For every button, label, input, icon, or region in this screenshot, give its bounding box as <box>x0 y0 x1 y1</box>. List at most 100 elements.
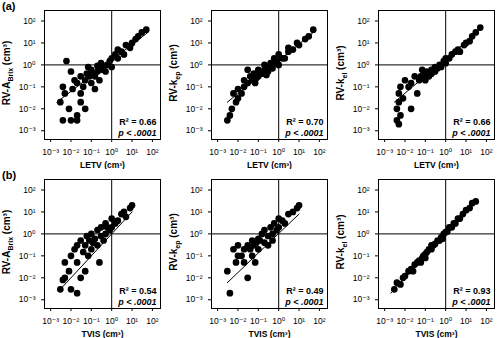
svg-text:10¹: 10¹ <box>460 147 472 157</box>
html-text:(b): (b) <box>2 169 16 181</box>
svg-text:10⁻¹: 10⁻¹ <box>186 82 203 92</box>
svg-text:10⁻³: 10⁻³ <box>353 125 370 135</box>
svg-text:10⁻¹: 10⁻¹ <box>19 82 36 92</box>
svg-text:p < .0001: p < .0001 <box>284 297 323 307</box>
svg-text:10⁻²: 10⁻² <box>63 316 80 326</box>
svg-text:10⁻¹: 10⁻¹ <box>417 316 434 326</box>
svg-text:p < .0001: p < .0001 <box>284 128 323 138</box>
svg-text:10⁻²: 10⁻² <box>230 147 247 157</box>
svg-text:10⁻³: 10⁻³ <box>209 316 226 326</box>
svg-text:LETV (cm³): LETV (cm³) <box>247 160 292 170</box>
svg-text:p < .0001: p < .0001 <box>451 128 490 138</box>
svg-text:R² = 0.70: R² = 0.70 <box>286 117 323 127</box>
svg-text:R² = 0.66: R² = 0.66 <box>119 117 156 127</box>
svg-text:10²: 10² <box>146 316 158 326</box>
svg-text:LETV (cm³): LETV (cm³) <box>414 160 459 170</box>
html-text:(cm³): (cm³) <box>0 209 12 237</box>
svg-text:10⁻²: 10⁻² <box>353 104 370 114</box>
html-text:(cm³): (cm³) <box>0 40 12 68</box>
svg-text:10⁻²: 10⁻² <box>19 273 36 283</box>
svg-text:10²: 10² <box>23 16 35 26</box>
svg-text:10⁰: 10⁰ <box>105 316 118 326</box>
svg-text:10⁰: 10⁰ <box>23 229 36 239</box>
svg-text:10⁻³: 10⁻³ <box>209 147 226 157</box>
html-text:RV-k: RV-k <box>167 79 179 102</box>
svg-text:10¹: 10¹ <box>190 207 202 217</box>
svg-text:p < .0001: p < .0001 <box>451 297 490 307</box>
svg-text:10⁻³: 10⁻³ <box>42 147 59 157</box>
svg-text:10²: 10² <box>357 16 369 26</box>
html-text:(cm³): (cm³) <box>167 44 179 72</box>
svg-text:10⁻²: 10⁻² <box>19 104 36 114</box>
svg-text:10¹: 10¹ <box>460 316 472 326</box>
html-text:RV-A: RV-A <box>0 81 12 106</box>
svg-text:10⁻¹: 10⁻¹ <box>250 316 267 326</box>
svg-text:10⁻³: 10⁻³ <box>19 125 36 135</box>
svg-text:10⁻³: 10⁻³ <box>186 294 203 304</box>
svg-text:10⁻¹: 10⁻¹ <box>353 251 370 261</box>
svg-text:R² = 0.93: R² = 0.93 <box>453 286 490 296</box>
svg-text:10¹: 10¹ <box>293 147 305 157</box>
svg-text:10⁻²: 10⁻² <box>63 147 80 157</box>
svg-text:10⁻¹: 10⁻¹ <box>19 251 36 261</box>
svg-text:10⁻¹: 10⁻¹ <box>83 316 100 326</box>
svg-text:10²: 10² <box>357 185 369 195</box>
svg-text:10²: 10² <box>313 316 325 326</box>
svg-text:10⁰: 10⁰ <box>357 229 370 239</box>
svg-text:10⁰: 10⁰ <box>105 147 118 157</box>
html-text:RV-k: RV-k <box>334 78 346 101</box>
svg-text:10⁻¹: 10⁻¹ <box>83 147 100 157</box>
svg-text:10⁰: 10⁰ <box>23 60 36 70</box>
svg-text:10⁻²: 10⁻² <box>230 316 247 326</box>
svg-text:10⁻³: 10⁻³ <box>376 147 393 157</box>
svg-text:R² = 0.54: R² = 0.54 <box>119 286 156 296</box>
svg-text:10⁰: 10⁰ <box>439 147 452 157</box>
svg-text:10¹: 10¹ <box>357 38 369 48</box>
svg-text:R² = 0.66: R² = 0.66 <box>453 117 490 127</box>
svg-text:10⁻²: 10⁻² <box>397 316 414 326</box>
svg-text:TVIS (cm³): TVIS (cm³) <box>248 329 290 338</box>
svg-text:10¹: 10¹ <box>357 207 369 217</box>
svg-text:10¹: 10¹ <box>293 316 305 326</box>
svg-text:10⁻³: 10⁻³ <box>376 316 393 326</box>
svg-text:TVIS (cm³): TVIS (cm³) <box>415 329 457 338</box>
svg-text:10⁻¹: 10⁻¹ <box>417 147 434 157</box>
svg-text:10⁰: 10⁰ <box>272 316 285 326</box>
svg-text:10⁰: 10⁰ <box>272 147 285 157</box>
svg-text:10¹: 10¹ <box>23 207 35 217</box>
svg-text:10¹: 10¹ <box>23 38 35 48</box>
svg-text:10²: 10² <box>146 147 158 157</box>
svg-text:R² = 0.49: R² = 0.49 <box>286 286 323 296</box>
svg-text:10¹: 10¹ <box>126 316 138 326</box>
html-text:(cm³): (cm³) <box>334 45 346 73</box>
svg-text:10⁻³: 10⁻³ <box>19 294 36 304</box>
svg-text:LETV (cm³): LETV (cm³) <box>80 160 125 170</box>
svg-text:10²: 10² <box>480 316 492 326</box>
svg-text:p < .0001: p < .0001 <box>117 128 156 138</box>
svg-text:10⁰: 10⁰ <box>439 316 452 326</box>
svg-text:10⁻²: 10⁻² <box>353 273 370 283</box>
svg-text:TVIS (cm³): TVIS (cm³) <box>81 329 123 338</box>
svg-text:10⁻²: 10⁻² <box>397 147 414 157</box>
svg-text:10⁻¹: 10⁻¹ <box>186 251 203 261</box>
svg-text:10¹: 10¹ <box>126 147 138 157</box>
svg-text:p < .0001: p < .0001 <box>117 297 156 307</box>
svg-text:10⁻³: 10⁻³ <box>186 125 203 135</box>
svg-text:10⁰: 10⁰ <box>357 60 370 70</box>
svg-text:10²: 10² <box>190 185 202 195</box>
svg-text:10⁻³: 10⁻³ <box>42 316 59 326</box>
svg-text:10¹: 10¹ <box>190 38 202 48</box>
svg-text:10⁻²: 10⁻² <box>186 104 203 114</box>
svg-text:10⁰: 10⁰ <box>190 60 203 70</box>
svg-text:10²: 10² <box>190 16 202 26</box>
svg-text:10²: 10² <box>480 147 492 157</box>
svg-text:10⁻¹: 10⁻¹ <box>353 82 370 92</box>
html-text:(a): (a) <box>2 0 16 12</box>
html-text:RV-A: RV-A <box>0 250 12 275</box>
svg-text:10²: 10² <box>23 185 35 195</box>
svg-text:10²: 10² <box>313 147 325 157</box>
svg-text:10⁻³: 10⁻³ <box>353 294 370 304</box>
svg-text:10⁰: 10⁰ <box>190 229 203 239</box>
svg-text:10⁻²: 10⁻² <box>186 273 203 283</box>
svg-text:10⁻¹: 10⁻¹ <box>250 147 267 157</box>
